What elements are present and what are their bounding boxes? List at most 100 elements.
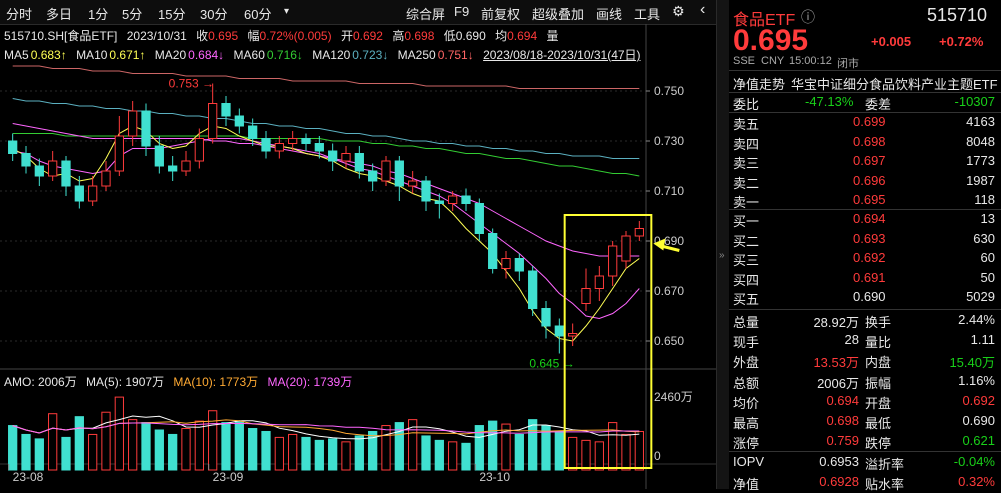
weicha-label: 委差 (865, 97, 892, 112)
divider (729, 309, 1001, 310)
ma20-line (12, 123, 640, 257)
candle-body (488, 233, 498, 269)
info-icon[interactable]: ⓘ (801, 9, 815, 25)
candle-body (474, 203, 484, 234)
divider (729, 92, 1001, 93)
level-price: 0.694 (853, 211, 886, 226)
nav-trend-tab[interactable]: 净值走势 (733, 77, 786, 92)
stat-label: 最低 (865, 416, 892, 431)
level-label: 买四 (733, 272, 760, 288)
index-name[interactable]: 华宝中证细分食品饮料产业主题ETF (791, 77, 998, 92)
candle (21, 146, 31, 174)
stat-label: 量比 (865, 335, 892, 351)
order-book-row[interactable]: 卖四 0.698 8048 (729, 132, 1001, 152)
kline-chart[interactable]: 0.750 0.730 0.710 0.690 0.670 0.650 2460万 0 23-0… (0, 0, 716, 489)
candle (594, 266, 604, 301)
level-label: 卖一 (733, 195, 760, 210)
collapse-icon[interactable]: ‹ (700, 1, 706, 18)
date-axis-label: 23-10 (479, 470, 510, 484)
avg-value: 0.694 (507, 29, 538, 43)
order-book-row[interactable]: 买二 0.693 630 (729, 229, 1001, 249)
ma60-label: MA60 (233, 48, 265, 62)
low-marker: 0.645 → (529, 357, 574, 371)
volume-bar (448, 441, 458, 471)
stat-label: 振幅 (865, 375, 892, 391)
ma250-line (12, 65, 640, 89)
volume-bar (101, 411, 111, 471)
gear-icon[interactable]: ⚙ (672, 3, 685, 19)
candle-body (568, 333, 578, 337)
weicha-value: -10307 (954, 94, 995, 109)
quote-time: 15:00:12 (789, 55, 832, 67)
candle (341, 146, 351, 169)
order-book-row[interactable]: 卖一 0.695 118 (729, 190, 1001, 210)
order-book-row[interactable]: 卖二 0.696 1987 (729, 171, 1001, 191)
tools-button[interactable]: 工具 (634, 7, 661, 22)
period-tab-5min[interactable]: 5分 (122, 7, 143, 22)
overlay-button[interactable]: 超级叠加 (532, 7, 585, 22)
order-book-row[interactable]: 卖五 0.699 4163 (729, 112, 1001, 132)
f9-button[interactable]: F9 (454, 4, 470, 19)
level-price: 0.699 (853, 114, 886, 129)
period-dropdown-icon[interactable]: ▾ (284, 6, 290, 17)
volume-bar (488, 420, 498, 471)
ma120-value: 0.723↓ (352, 48, 389, 62)
period-tab-multiday[interactable]: 多日 (46, 7, 73, 22)
volume-bar (21, 433, 31, 471)
volume-bar (408, 419, 418, 471)
level-label: 买一 (733, 214, 760, 229)
candle-body (88, 185, 98, 202)
level-volume: 13 (980, 211, 995, 226)
expand-icon[interactable]: » (719, 250, 725, 261)
period-tab-15min[interactable]: 15分 (158, 7, 186, 22)
order-book-row[interactable]: 买五 0.690 5029 (729, 287, 1001, 307)
stat-label: 跌停 (865, 436, 892, 452)
volume-bar (608, 422, 618, 471)
candle-body (61, 160, 71, 187)
volume-bar (461, 442, 471, 471)
adjust-button[interactable]: 前复权 (481, 7, 521, 22)
candle-body (234, 115, 244, 127)
stat-value: 0.621 (962, 433, 995, 449)
candle (74, 176, 84, 209)
nav-row: 净值走势 华宝中证细分食品饮料产业主题ETF (729, 72, 1001, 92)
candle (381, 156, 391, 186)
stat-label: 总量 (733, 315, 760, 330)
price-axis-label: 0.710 (654, 184, 684, 198)
draw-line-button[interactable]: 画线 (596, 7, 623, 22)
change-label: 幅 (247, 29, 260, 43)
candle-body (621, 235, 631, 262)
period-tab-60min[interactable]: 60分 (244, 7, 272, 22)
period-tab-30min[interactable]: 30分 (200, 7, 228, 22)
stat-label: 贴水率 (865, 477, 905, 493)
close-label: 收 (196, 29, 209, 43)
level-volume: 50 (980, 269, 995, 285)
order-book-row[interactable]: 买四 0.691 50 (729, 268, 1001, 288)
order-book-row[interactable]: 买一 0.694 13 (729, 209, 1001, 229)
pointer-arrow-head (653, 238, 666, 251)
volume-bar (514, 433, 524, 471)
sidebar-toggle[interactable]: » (716, 0, 730, 489)
open-label: 开 (340, 29, 353, 43)
market-label: SSE (733, 55, 756, 67)
quote-title-row: 食品ETF ⓘ 515710 (729, 5, 1001, 29)
candles (8, 83, 644, 354)
period-tab-1min[interactable]: 1分 (88, 7, 109, 22)
date-range-link[interactable]: 2023/08/18-2023/10/31(47日) (483, 48, 641, 62)
composite-screen-button[interactable]: 综合屏 (406, 7, 446, 22)
volume-bar (381, 425, 391, 471)
period-tab-intraday[interactable]: 分时 (6, 7, 33, 22)
candle-body (248, 125, 258, 139)
candle-body (314, 143, 324, 152)
volume-bar (621, 433, 631, 471)
order-book-row[interactable]: 买三 0.692 60 (729, 248, 1001, 268)
candle-body (328, 150, 338, 162)
level-volume: 4163 (966, 114, 995, 129)
stat-value: 28 (844, 332, 859, 348)
level-label: 买二 (733, 233, 760, 249)
order-book-row[interactable]: 卖三 0.697 1773 (729, 151, 1001, 171)
level-label: 买三 (733, 253, 760, 268)
stat-value: 28.92万 (813, 315, 859, 330)
candle-body (194, 138, 204, 162)
divider (729, 451, 1001, 452)
